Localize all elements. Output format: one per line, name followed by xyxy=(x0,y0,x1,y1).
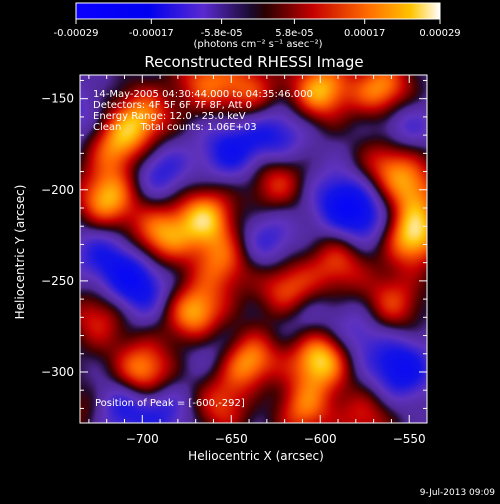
colorbar-tick-label: 5.8e-05 xyxy=(275,28,313,39)
y-tick-label: −300 xyxy=(41,365,74,379)
colorbar-tick-label: -5.8e-05 xyxy=(201,28,243,39)
x-tick-label: −700 xyxy=(126,432,159,446)
colorbar-tick-label: 0.00029 xyxy=(419,28,460,39)
annotation-detectors: Detectors: 4F 5F 6F 7F 8F, Att 0 xyxy=(93,100,252,111)
y-tick-label: −150 xyxy=(41,92,74,106)
y-tick-label: −250 xyxy=(41,274,74,288)
colorbar-tick-label: -0.00017 xyxy=(129,28,174,39)
colorbar-tick-label: -0.00029 xyxy=(54,28,99,39)
footer-timestamp: 9-Jul-2013 09:09 xyxy=(420,488,496,498)
y-axis-label: Heliocentric Y (arcsec) xyxy=(13,185,27,320)
colorbar-units-label: (photons cm⁻² s⁻¹ asec⁻²) xyxy=(193,39,322,50)
x-tick-label: −650 xyxy=(215,432,248,446)
x-axis-label: Heliocentric X (arcsec) xyxy=(188,449,324,463)
y-axis: −150 −200 −250 −300 xyxy=(41,79,427,409)
x-axis: −700 −650 −600 −550 xyxy=(88,75,428,446)
annotation-time-range: 14-May-2005 04:30:44.000 to 04:35:46.000 xyxy=(93,89,313,100)
y-tick-label: −200 xyxy=(41,183,74,197)
x-tick-label: −600 xyxy=(304,432,337,446)
annotation-block: 14-May-2005 04:30:44.000 to 04:35:46.000… xyxy=(93,89,313,133)
colorbar-ticks: -0.00029 -0.00017 -5.8e-05 5.8e-05 0.00017 0.… xyxy=(54,19,461,39)
heatmap-area xyxy=(80,75,427,423)
plot-frame xyxy=(79,74,428,424)
x-tick-label: −550 xyxy=(393,432,426,446)
colorbar: -0.00029 -0.00017 -5.8e-05 5.8e-05 0.00017 0.… xyxy=(54,2,461,50)
annotation-energy-range: Energy Range: 12.0 - 25.0 keV xyxy=(93,111,246,122)
colorbar-tick-label: 0.00017 xyxy=(344,28,385,39)
chart-title: Reconstructed RHESSI Image xyxy=(144,53,363,71)
colorbar-gradient xyxy=(75,2,441,20)
heatmap-canvas xyxy=(80,75,427,423)
annotation-clean-counts: Clean Total counts: 1.06E+03 xyxy=(93,122,257,133)
peak-position-label: Position of Peak = [-600,-292] xyxy=(95,398,245,409)
